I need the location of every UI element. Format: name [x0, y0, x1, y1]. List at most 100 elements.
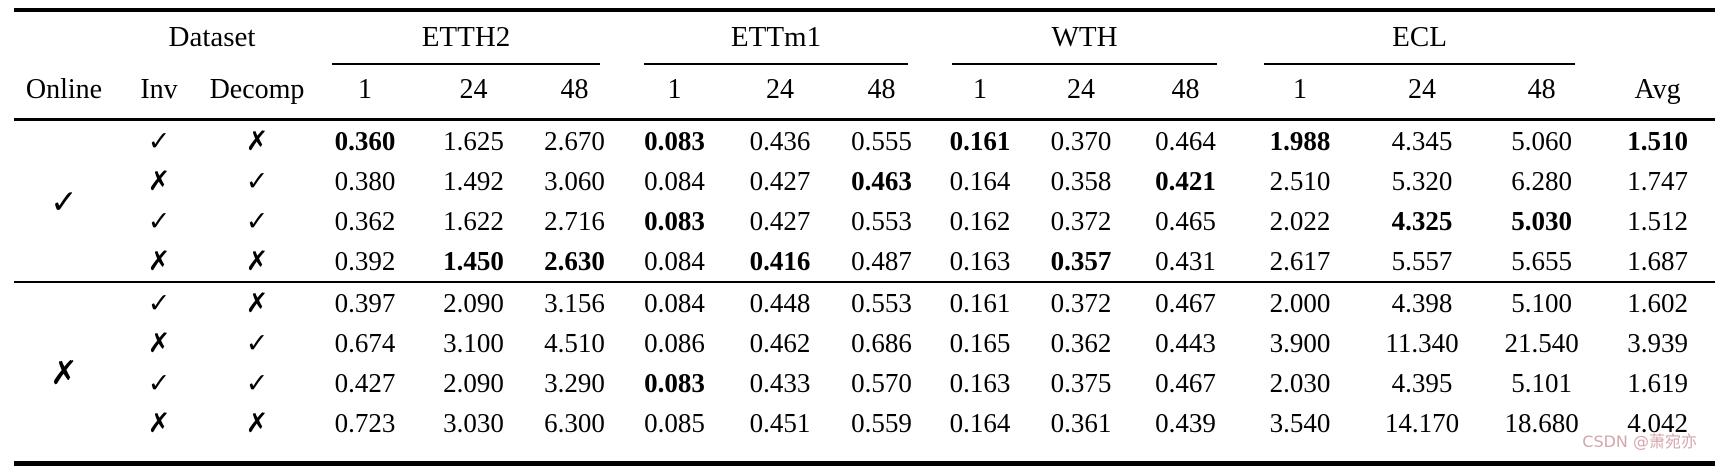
column-header-ecl-1: 1 [1239, 65, 1362, 122]
metric-cell: 2.022 [1269, 205, 1331, 236]
metric-cell: 0.487 [851, 245, 912, 276]
metric-cell: 0.416 [749, 245, 811, 276]
metric-cell: 0.083 [644, 125, 705, 156]
avg-cell: 4.042 [1627, 407, 1688, 438]
metric-cell: 0.370 [1050, 125, 1112, 156]
metric-cell: 0.723 [334, 407, 396, 438]
decomp-flag-icon: ✓ [245, 165, 269, 197]
metric-cell: 0.462 [749, 327, 811, 358]
metric-cell: 0.165 [949, 327, 1011, 358]
avg-cell: 1.512 [1627, 205, 1688, 236]
metric-cell: 0.463 [851, 165, 912, 196]
metric-cell: 0.164 [949, 165, 1011, 196]
metric-cell: 3.540 [1269, 407, 1331, 438]
metric-cell: 2.030 [1269, 367, 1331, 398]
decomp-flag-icon: ✗ [204, 281, 310, 324]
metric-cell: 0.433 [749, 367, 811, 398]
metric-cell: 0.392 [334, 245, 396, 276]
avg-header-spacer [1600, 10, 1715, 65]
metric-cell: 0.380 [334, 165, 396, 196]
column-header-etth2-1: 1 [310, 65, 420, 122]
metric-cell: 0.086 [644, 327, 705, 358]
decomp-flag-icon: ✓ [245, 367, 269, 399]
inv-flag-icon: ✓ [147, 367, 171, 399]
group-header-ecl: ECL [1239, 10, 1600, 66]
metric-cell: 0.464 [1155, 125, 1216, 156]
metric-cell: 2.630 [544, 245, 605, 276]
metric-cell: 6.300 [544, 407, 605, 438]
metric-cell: 0.083 [644, 205, 705, 236]
inv-flag-icon: ✗ [147, 165, 171, 197]
ablation-results-table: Dataset ETTH2 ETTm1 WTH ECL Online Inv [14, 8, 1716, 466]
metric-cell: 3.060 [544, 165, 605, 196]
metric-cell: 0.360 [334, 125, 396, 156]
column-header-inv: Inv [114, 65, 204, 122]
metric-cell: 0.358 [1050, 165, 1112, 196]
metric-cell: 0.421 [1155, 165, 1216, 196]
table-row: ✗ ✓ 0.380 1.492 3.060 0.084 0.427 0.463 … [14, 161, 1715, 201]
metric-cell: 0.084 [644, 165, 705, 196]
decomp-flag-icon: ✗ [245, 407, 269, 439]
metric-cell: 2.090 [420, 281, 527, 324]
metric-cell: 6.280 [1511, 165, 1572, 196]
metric-cell: 0.161 [949, 125, 1011, 156]
metric-cell: 2.716 [544, 205, 605, 236]
metric-cell: 0.467 [1155, 367, 1216, 398]
group-header-ettm1: ETTm1 [622, 10, 930, 66]
metric-cell: 0.163 [949, 245, 1011, 276]
decomp-flag-icon: ✗ [245, 125, 269, 157]
metric-cell: 5.557 [1391, 245, 1453, 276]
metric-cell: 0.436 [749, 125, 811, 156]
metric-cell: 0.427 [749, 165, 811, 196]
metric-cell: 0.163 [949, 367, 1011, 398]
column-header-wth-48: 48 [1132, 65, 1240, 122]
metric-cell: 0.161 [930, 281, 1031, 324]
metric-cell: 2.670 [544, 125, 605, 156]
metric-cell: 0.465 [1155, 205, 1216, 236]
metric-cell: 0.084 [622, 281, 727, 324]
metric-cell: 0.427 [749, 205, 811, 236]
metric-cell: 2.510 [1269, 165, 1331, 196]
column-header-ecl-24: 24 [1361, 65, 1484, 122]
avg-cell: 1.747 [1627, 165, 1688, 196]
column-header-ettm1-24: 24 [727, 65, 833, 122]
column-header-wth-24: 24 [1030, 65, 1133, 122]
group-header-row: Dataset ETTH2 ETTm1 WTH ECL [14, 10, 1715, 66]
ecl-cmidrule [1264, 63, 1575, 66]
metric-cell: 18.680 [1504, 407, 1579, 438]
inv-flag-icon: ✓ [114, 281, 204, 324]
metric-cell: 0.362 [334, 205, 396, 236]
decomp-flag-icon: ✓ [245, 205, 269, 237]
metric-cell: 1.450 [443, 245, 504, 276]
decomp-flag-icon: ✗ [245, 245, 269, 277]
inv-flag-icon: ✗ [147, 407, 171, 439]
metric-cell: 2.090 [443, 367, 504, 398]
metric-cell: 0.372 [1030, 281, 1133, 324]
decomp-flag-icon: ✓ [245, 327, 269, 359]
table-row: ✗ ✗ 0.392 1.450 2.630 0.084 0.416 0.487 … [14, 241, 1715, 282]
table-row: ✗ ✓ ✗ 0.397 2.090 3.156 0.084 0.448 0.55… [14, 281, 1716, 464]
metric-cell: 0.686 [851, 327, 912, 358]
metric-cell: 4.510 [544, 327, 605, 358]
metric-cell: 0.362 [1050, 327, 1112, 358]
metric-cell: 0.555 [851, 125, 912, 156]
column-header-row: Online Inv Decomp 1 24 48 1 24 48 1 24 4… [14, 65, 1716, 122]
metric-cell: 0.085 [644, 407, 705, 438]
column-header-online: Online [14, 65, 114, 122]
avg-cell: 1.602 [1600, 281, 1716, 324]
etth2-group-label: ETTH2 [421, 21, 511, 53]
metric-cell: 0.372 [1050, 205, 1112, 236]
table-row: ✓ ✓ 0.362 1.622 2.716 0.083 0.427 0.553 … [14, 201, 1715, 241]
metric-cell: 5.101 [1511, 367, 1572, 398]
metric-cell: 0.443 [1155, 327, 1216, 358]
metric-cell: 0.448 [727, 281, 833, 324]
table-row: ✗ ✗ 0.723 3.030 6.300 0.085 0.451 0.559 … [14, 403, 1715, 464]
metric-cell: 5.320 [1391, 165, 1453, 196]
online-enabled-flag-icon: ✓ [50, 181, 78, 221]
inv-flag-icon: ✗ [147, 245, 171, 277]
metric-cell: 0.467 [1132, 281, 1240, 324]
metric-cell: 0.397 [310, 281, 420, 324]
metric-cell: 5.060 [1511, 125, 1572, 156]
metric-cell: 5.100 [1483, 281, 1601, 324]
metric-cell: 14.170 [1384, 407, 1460, 438]
